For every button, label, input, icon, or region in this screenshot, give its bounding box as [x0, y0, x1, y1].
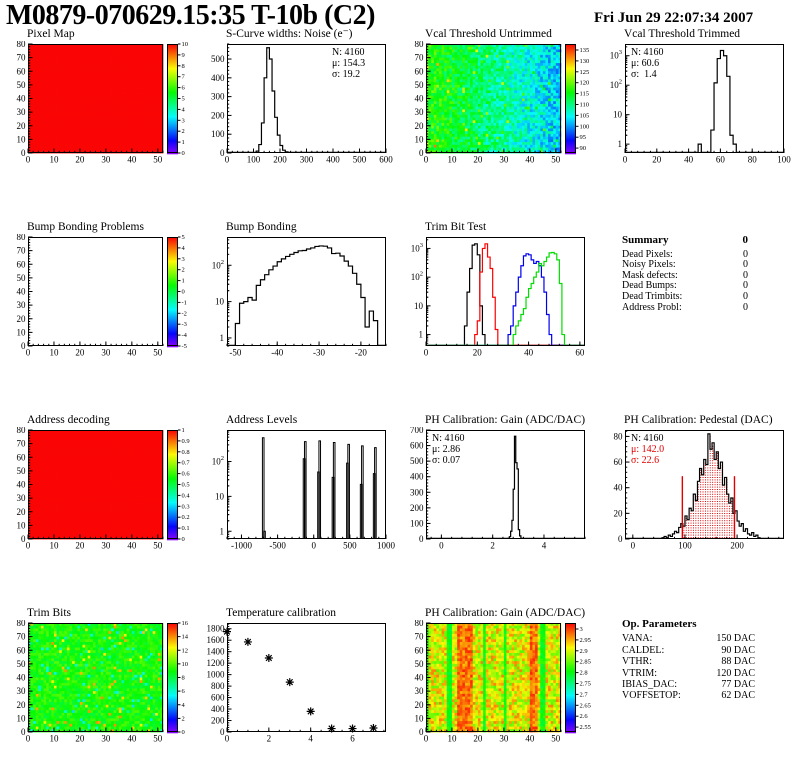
panel-address-levels: Address Levels	[199, 412, 398, 560]
timestamp: Fri Jun 29 22:07:34 2007	[594, 10, 754, 26]
summary-total: 0	[742, 234, 749, 246]
op-parameter-row: CALDEL: 90 DAC	[622, 644, 755, 656]
panel-vcal-untrimmed: Vcal Threshold Untrimmed	[398, 26, 597, 174]
op-parameters-panel: Op. Parameters VANA: 150 DAC CALDEL: 90 DA…	[597, 605, 796, 753]
ph-gain-hist-plot	[398, 427, 597, 555]
panel-title: PH Calibration: Gain (ADC/DAC)	[425, 607, 586, 619]
summary-row: Mask defects: 0	[622, 269, 748, 281]
trim-bit-test-plot	[398, 234, 597, 362]
panel-scurve-noise: S-Curve widths: Noise (e⁻)	[199, 26, 398, 174]
panel-bump-bonding-problems: Bump Bonding Problems	[0, 219, 199, 367]
op-parameter-row: VANA: 150 DAC	[622, 633, 755, 645]
panel-title: Address Levels	[226, 414, 298, 426]
op-parameter-row: IBIAS_DAC: 77 DAC	[622, 679, 755, 691]
panel-title: Bump Bonding	[226, 221, 297, 233]
summary-title: Summary	[622, 234, 669, 246]
panel-ph-pedestal: PH Calibration: Pedestal (DAC)	[597, 412, 796, 560]
panel-title: PH Calibration: Pedestal (DAC)	[624, 414, 773, 426]
panel-trim-bit-test: Trim Bit Test	[398, 219, 597, 367]
summary-row: Dead Trimbits: 0	[622, 290, 748, 302]
panel-title: Vcal Threshold Untrimmed	[425, 28, 552, 40]
panel-temperature-calibration: Temperature calibration	[199, 605, 398, 753]
panel-ph-gain-map: PH Calibration: Gain (ADC/DAC)	[398, 605, 597, 753]
summary-row: Dead Bumps: 0	[622, 280, 748, 292]
bump-bonding-plot	[199, 234, 398, 362]
page-title: M0879-070629.15:35 T-10b (C2)	[6, 0, 375, 31]
trim-bits-plot	[0, 620, 199, 748]
temperature-calibration-plot	[199, 620, 398, 748]
address-levels-plot	[199, 427, 398, 555]
panel-pixel-map: Pixel Map	[0, 26, 199, 174]
ph-gain-map-plot	[398, 620, 597, 748]
panel-bump-bonding: Bump Bonding	[199, 219, 398, 367]
panel-title: PH Calibration: Gain (ADC/DAC)	[425, 414, 586, 426]
panel-title: Trim Bits	[27, 607, 72, 619]
panel-title: Address decoding	[27, 414, 110, 426]
address-decoding-plot	[0, 427, 199, 555]
op-parameter-row: VOFFSETOP: 62 DAC	[622, 690, 755, 702]
summary-panel: Summary 0 Dead Pixels: 0 Noisy Pixels: 0 M…	[597, 219, 796, 367]
panel-title: Pixel Map	[27, 28, 75, 40]
panel-title: Bump Bonding Problems	[27, 221, 144, 233]
scurve-noise-plot	[199, 41, 398, 169]
bump-bonding-problems-plot	[0, 234, 199, 362]
summary-row: Noisy Pixels: 0	[622, 259, 748, 271]
vcal-trimmed-plot	[597, 41, 796, 169]
op-parameter-row: VTHR: 88 DAC	[622, 656, 755, 668]
panel-title: Vcal Threshold Trimmed	[624, 28, 741, 40]
panel-trim-bits: Trim Bits	[0, 605, 199, 753]
panel-address-decoding: Address decoding	[0, 412, 199, 560]
vcal-untrimmed-plot	[398, 41, 597, 169]
panel-vcal-trimmed: Vcal Threshold Trimmed	[597, 26, 796, 174]
panel-title: Temperature calibration	[226, 607, 336, 619]
panel-title: S-Curve widths: Noise (e⁻)	[226, 28, 353, 40]
summary-row: Address Probl: 0	[622, 301, 748, 313]
pixel-map-plot	[0, 41, 199, 169]
panel-ph-gain-hist: PH Calibration: Gain (ADC/DAC)	[398, 412, 597, 560]
ph-pedestal-plot	[597, 427, 796, 555]
panel-title: Trim Bit Test	[425, 221, 487, 233]
op-parameters-title: Op. Parameters	[622, 618, 697, 630]
op-parameter-row: VTRIM: 120 DAC	[622, 667, 755, 679]
summary-row: Dead Pixels: 0	[622, 248, 748, 260]
